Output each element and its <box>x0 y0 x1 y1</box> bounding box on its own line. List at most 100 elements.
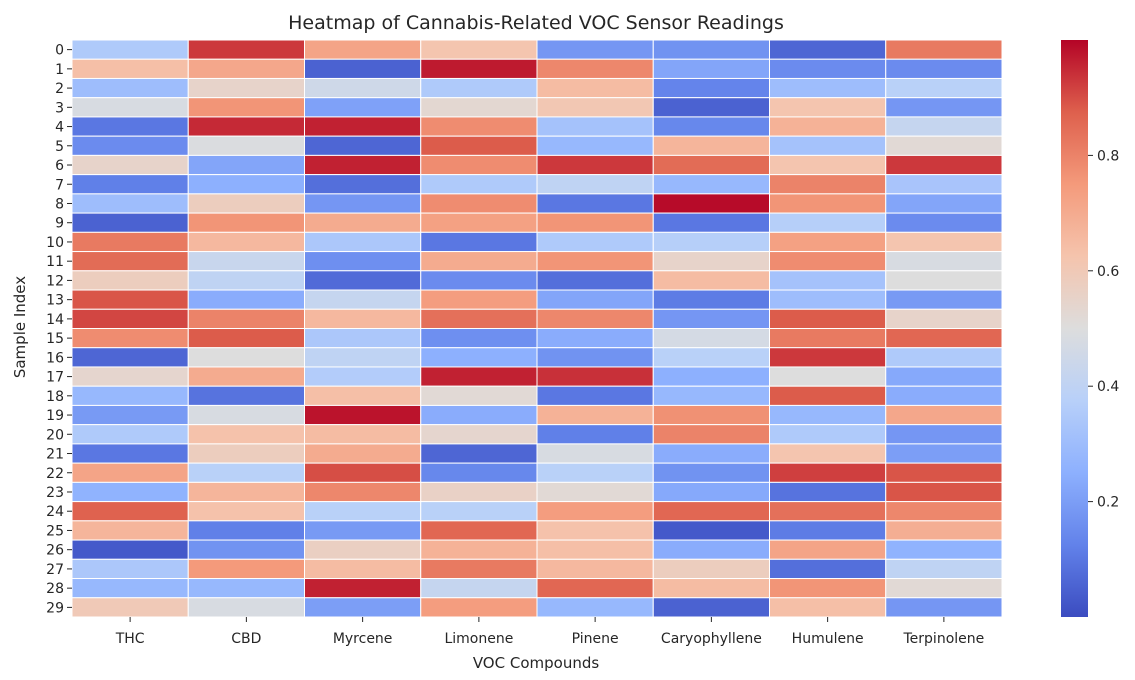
x-tick-label: CBD <box>231 631 261 647</box>
heatmap-cell <box>536 443 654 464</box>
heatmap-cell <box>304 77 422 99</box>
colorbar-tick-label: 0.6 <box>1097 264 1119 280</box>
y-tick-label: 8 <box>55 196 64 212</box>
heatmap-cell <box>536 328 654 349</box>
heatmap-cell <box>885 270 1003 291</box>
heatmap-cell <box>187 39 305 60</box>
heatmap-cell <box>652 135 770 156</box>
heatmap-cell <box>885 501 1003 522</box>
heatmap-cell <box>769 231 887 253</box>
heatmap-cell <box>71 193 189 214</box>
heatmap-cell <box>769 404 887 426</box>
heatmap-cell <box>536 558 654 580</box>
heatmap-cell <box>420 404 538 426</box>
heatmap-cell <box>71 443 189 464</box>
heatmap-cell <box>536 193 654 214</box>
heatmap-cell <box>536 347 654 368</box>
heatmap-cell <box>187 578 305 599</box>
heatmap-cell <box>769 366 887 387</box>
heatmap-cell <box>652 174 770 195</box>
heatmap-cell <box>885 135 1003 156</box>
heatmap-cell <box>769 135 887 156</box>
heatmap-cell <box>536 116 654 137</box>
y-tick-label: 4 <box>55 120 64 136</box>
heatmap-cell <box>187 308 305 329</box>
y-tick-label: 9 <box>55 216 64 232</box>
heatmap-cell <box>304 520 422 541</box>
y-tick-label: 17 <box>46 370 64 386</box>
heatmap-cell <box>652 385 770 406</box>
x-tick-label: THC <box>115 631 145 647</box>
heatmap-cell <box>420 308 538 329</box>
heatmap-cell <box>420 270 538 291</box>
heatmap-cell <box>187 135 305 156</box>
x-tick-label: Limonene <box>444 631 513 647</box>
heatmap-cell <box>71 58 189 79</box>
heatmap-cell <box>420 462 538 483</box>
x-tick-label: Caryophyllene <box>661 631 762 647</box>
heatmap-cell <box>420 539 538 560</box>
y-tick-label: 28 <box>46 581 64 597</box>
heatmap-cell <box>536 366 654 387</box>
heatmap-cell <box>652 308 770 329</box>
heatmap-cell <box>187 174 305 195</box>
heatmap-cell <box>304 328 422 349</box>
y-tick-label: 13 <box>46 293 64 309</box>
heatmap-cell <box>652 597 770 618</box>
heatmap-cell <box>187 462 305 483</box>
heatmap-cell <box>769 174 887 195</box>
heatmap-cell <box>420 193 538 214</box>
heatmap-cell <box>536 135 654 156</box>
heatmap-cell <box>420 597 538 618</box>
x-tick-label: Pinene <box>572 631 619 647</box>
heatmap-cell <box>71 135 189 156</box>
heatmap-cell <box>536 58 654 79</box>
y-tick-label: 18 <box>46 389 64 405</box>
heatmap-cell <box>536 578 654 599</box>
heatmap-cell <box>652 58 770 79</box>
heatmap-cell <box>187 289 305 310</box>
heatmap-cell <box>187 597 305 618</box>
heatmap-cell <box>885 289 1003 310</box>
heatmap-cell <box>187 385 305 406</box>
heatmap-cell <box>652 154 770 176</box>
heatmap-cell <box>885 597 1003 618</box>
heatmap-cell <box>304 366 422 387</box>
heatmap-cell <box>769 520 887 541</box>
heatmap-cell <box>536 481 654 503</box>
heatmap-cell <box>71 251 189 272</box>
heatmap-cell <box>420 116 538 137</box>
heatmap-cell <box>769 578 887 599</box>
heatmap-cell <box>652 212 770 233</box>
heatmap-cell <box>885 462 1003 483</box>
heatmap-cell <box>187 443 305 464</box>
heatmap-cell <box>885 193 1003 214</box>
heatmap-cell <box>885 424 1003 445</box>
heatmap-cell <box>187 481 305 503</box>
heatmap-cell <box>536 77 654 99</box>
heatmap-cell <box>652 77 770 99</box>
heatmap-cell <box>652 328 770 349</box>
heatmap-cell <box>420 212 538 233</box>
heatmap-cell <box>885 481 1003 503</box>
heatmap-cell <box>420 424 538 445</box>
heatmap-cell <box>769 385 887 406</box>
y-tick-label: 3 <box>55 100 64 116</box>
heatmap-cell <box>71 77 189 99</box>
heatmap-cell <box>536 270 654 291</box>
heatmap-cell <box>885 308 1003 329</box>
heatmap-cell <box>536 539 654 560</box>
heatmap-cell <box>187 539 305 560</box>
heatmap-cell <box>304 385 422 406</box>
x-tick-labels: THC CBD Myrcene Limonene Pinene Caryophyllene… <box>115 617 984 647</box>
heatmap-cell <box>769 328 887 349</box>
heatmap-cell <box>536 520 654 541</box>
heatmap-cell <box>536 404 654 426</box>
heatmap-cell <box>187 58 305 79</box>
heatmap-cell <box>885 539 1003 560</box>
heatmap-cell <box>652 424 770 445</box>
heatmap-cell <box>304 539 422 560</box>
heatmap-cell <box>769 289 887 310</box>
colorbar-tick-label: 0.4 <box>1097 379 1119 395</box>
